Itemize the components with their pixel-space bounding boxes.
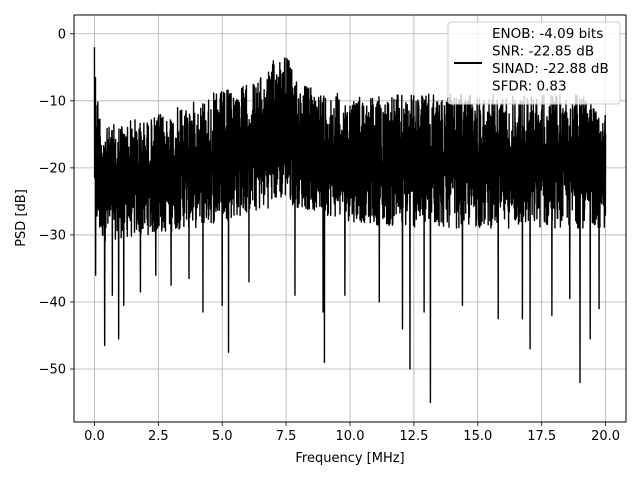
y-tick-label-5: −50: [39, 363, 66, 378]
x-tick-label-1: 2.5: [148, 429, 169, 444]
legend-entry-0: ENOB: -4.09 bits: [492, 26, 603, 42]
x-tick-label-3: 7.5: [276, 429, 297, 444]
y-tick-label-1: −10: [39, 94, 66, 109]
x-tick-label-8: 20.0: [591, 429, 620, 444]
legend-entry-2: SINAD: -22.88 dB: [492, 61, 609, 77]
legend-box: [447, 21, 621, 105]
x-tick-label-4: 10.0: [336, 429, 365, 444]
legend-entry-1: SNR: -22.85 dB: [492, 44, 594, 60]
x-axis-label: Frequency [MHz]: [295, 451, 404, 466]
x-tick-label-5: 12.5: [399, 429, 428, 444]
y-axis: 0 −10 −20 −30 −40 −50: [39, 27, 74, 378]
x-axis: 0.0 2.5 5.0 7.5 10.0 12.5 15.0 17.5 20.0: [84, 422, 620, 444]
x-tick-label-7: 17.5: [527, 429, 556, 444]
legend-entry-3: SFDR: 0.83: [492, 79, 567, 95]
x-tick-label-2: 5.0: [212, 429, 233, 444]
y-tick-label-4: −40: [39, 295, 66, 310]
y-axis-label: PSD [dB]: [14, 189, 29, 247]
y-tick-label-2: −20: [39, 161, 66, 176]
x-tick-label-6: 15.0: [463, 429, 492, 444]
y-tick-label-3: −30: [39, 228, 66, 243]
x-tick-label-0: 0.0: [84, 429, 105, 444]
y-tick-label-0: 0: [58, 27, 66, 42]
